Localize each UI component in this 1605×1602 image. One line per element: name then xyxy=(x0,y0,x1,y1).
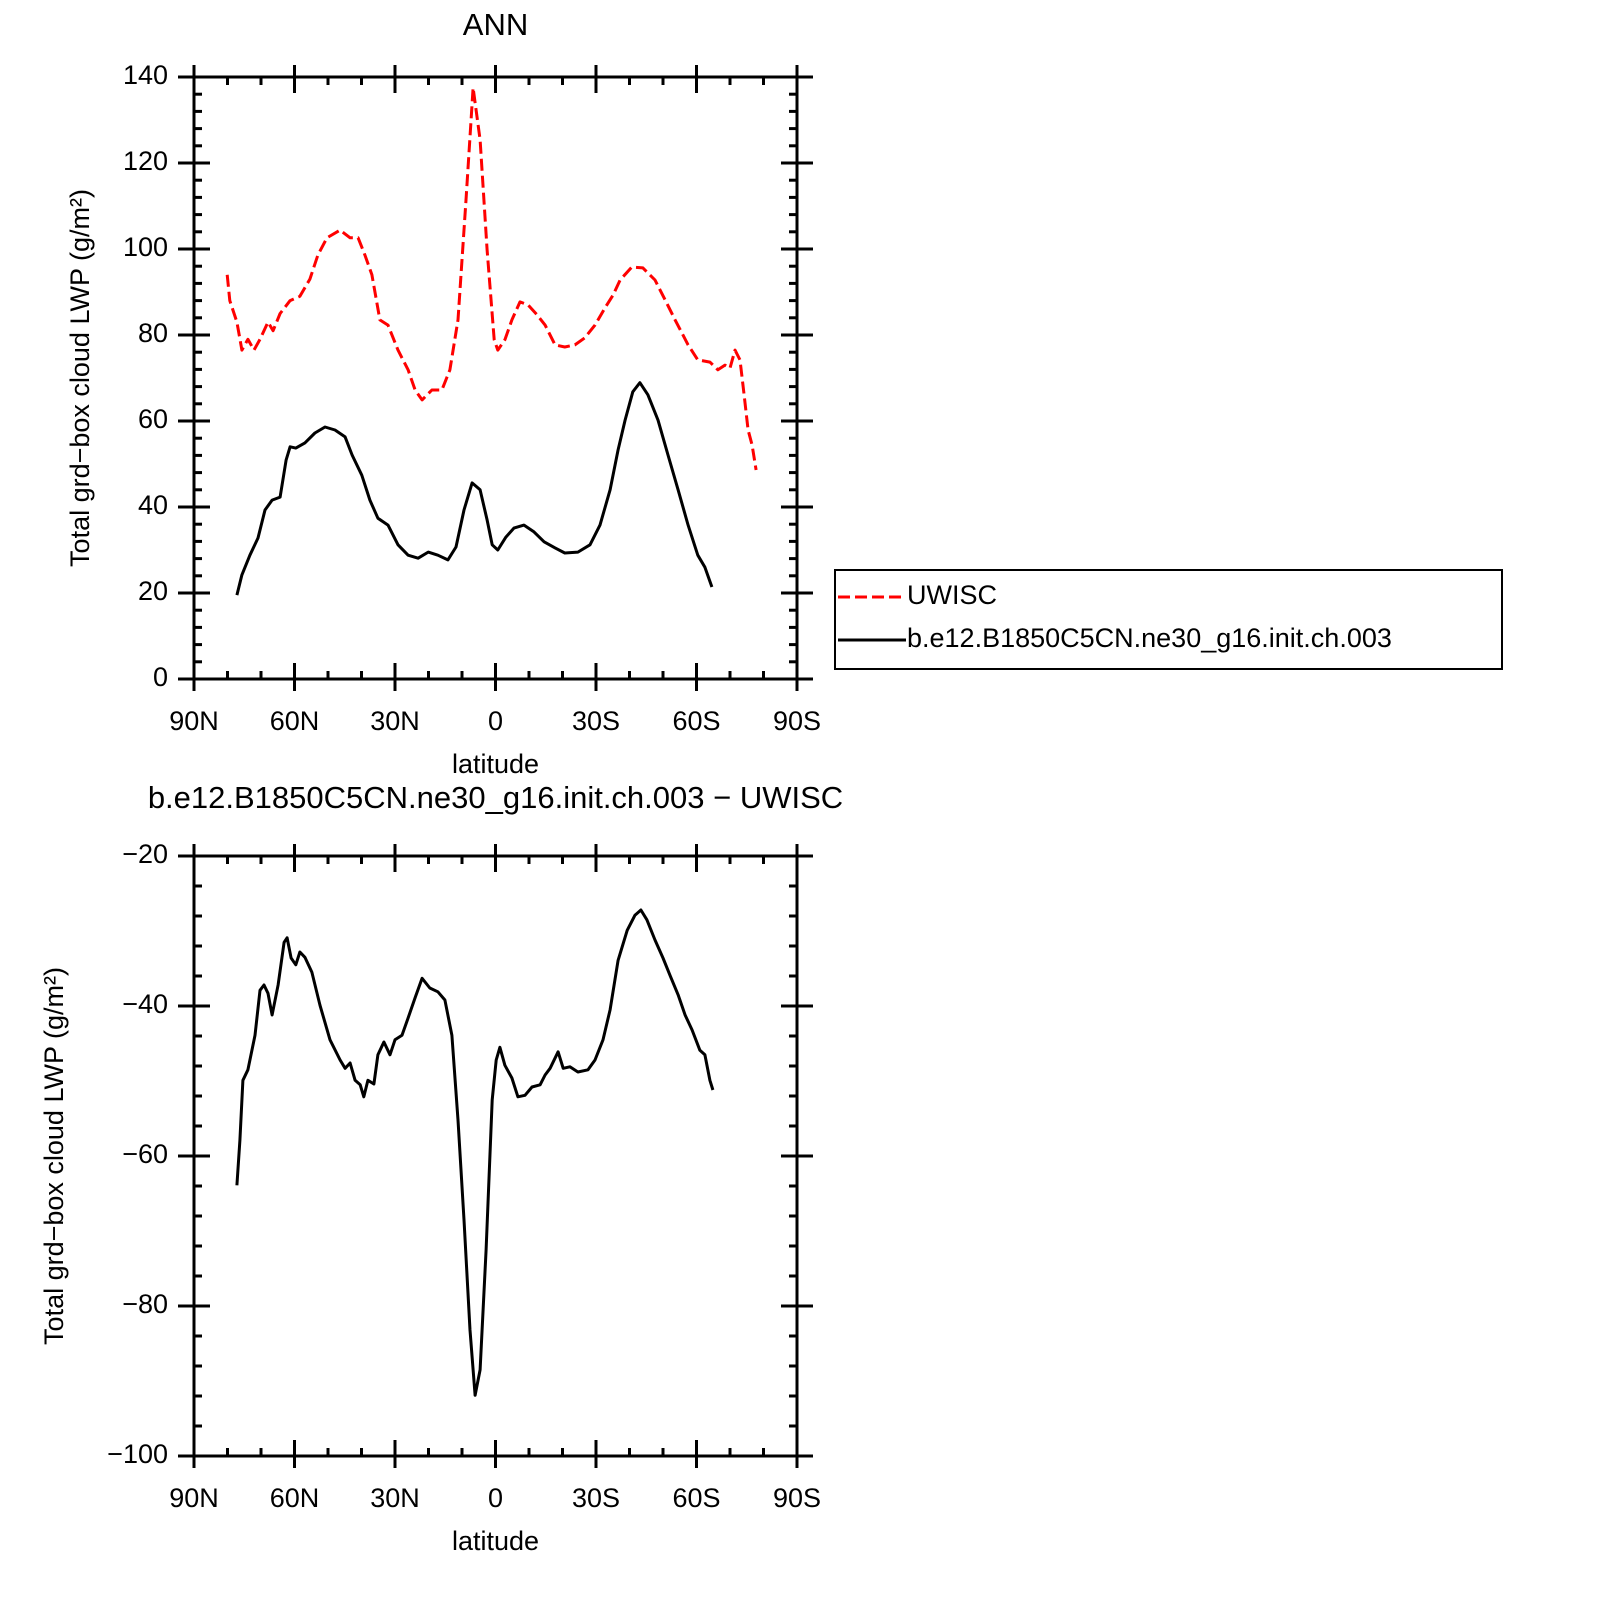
y-tick-label: 120 xyxy=(123,146,168,176)
y-tick-label: 60 xyxy=(138,404,168,434)
legend-box xyxy=(834,569,1503,670)
y-tick-label: 20 xyxy=(138,576,168,606)
y-tick-label: −20 xyxy=(122,839,168,869)
chart-title: ANN xyxy=(463,7,528,42)
y-tick-label: −80 xyxy=(122,1289,168,1319)
x-tick-label: 60N xyxy=(270,1483,320,1513)
y-tick-label: −40 xyxy=(122,989,168,1019)
x-tick-label: 30S xyxy=(572,706,620,736)
data-line xyxy=(235,381,714,596)
x-tick-label: 30S xyxy=(572,1483,620,1513)
legend-label: UWISC xyxy=(907,580,997,610)
y-axis-label: Total grd−box cloud LWP (g/m²) xyxy=(39,967,69,1345)
y-tick-label: −100 xyxy=(107,1439,168,1469)
x-tick-label: 90S xyxy=(773,706,821,736)
y-tick-label: 100 xyxy=(123,232,168,262)
x-tick-label: 90N xyxy=(169,1483,219,1513)
data-line xyxy=(235,908,715,1397)
x-tick-label: 30N xyxy=(370,1483,420,1513)
x-axis-label: latitude xyxy=(452,749,539,779)
x-tick-label: 0 xyxy=(488,1483,503,1513)
x-tick-label: 0 xyxy=(488,706,503,736)
plot-frame xyxy=(192,75,799,681)
y-tick-label: 80 xyxy=(138,318,168,348)
x-tick-label: 60N xyxy=(270,706,320,736)
y-tick-label: 140 xyxy=(123,60,168,90)
x-tick-label: 60S xyxy=(672,1483,720,1513)
y-tick-label: 0 xyxy=(153,662,168,692)
x-axis-label: latitude xyxy=(452,1526,539,1556)
data-line xyxy=(225,86,758,471)
y-tick-label: −60 xyxy=(122,1139,168,1169)
y-tick-label: 40 xyxy=(138,490,168,520)
x-tick-label: 60S xyxy=(672,706,720,736)
x-tick-label: 30N xyxy=(370,706,420,736)
chart-title: b.e12.B1850C5CN.ne30_g16.init.ch.003 − U… xyxy=(148,780,843,815)
x-tick-label: 90N xyxy=(169,706,219,736)
legend-label: b.e12.B1850C5CN.ne30_g16.init.ch.003 xyxy=(907,623,1392,653)
y-axis-label: Total grd−box cloud LWP (g/m²) xyxy=(65,189,95,567)
x-tick-label: 90S xyxy=(773,1483,821,1513)
